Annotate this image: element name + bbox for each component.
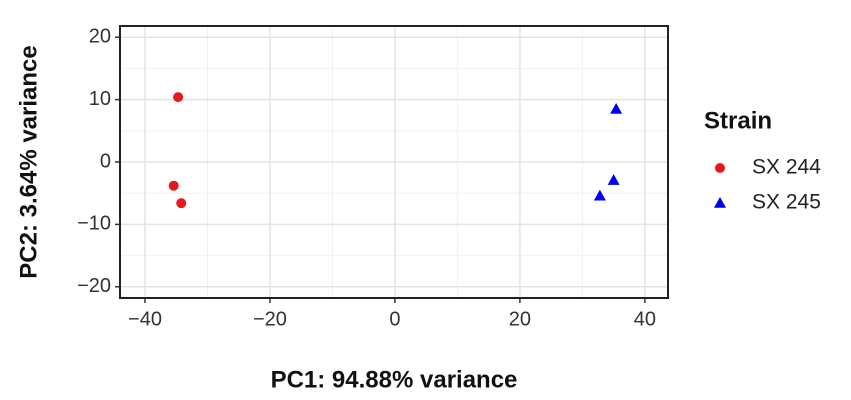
- y-tick-label: 0: [100, 150, 111, 172]
- x-tick-label: 0: [389, 308, 400, 330]
- y-tick-label: 20: [89, 26, 111, 48]
- y-tick-label: 10: [89, 88, 111, 110]
- x-axis-title: PC1: 94.88% variance: [271, 366, 518, 393]
- x-tick-label: 40: [634, 308, 656, 330]
- point: [173, 92, 184, 103]
- plot-border: [119, 25, 669, 299]
- x-tick-label: 20: [509, 308, 531, 330]
- x-tick-label: −20: [253, 308, 287, 330]
- legend-label: SX 245: [752, 191, 821, 214]
- y-tick-label: −10: [77, 213, 111, 235]
- legend-symbol: [714, 197, 726, 208]
- legend-symbol: [715, 163, 725, 173]
- point: [168, 180, 179, 191]
- legend-title: Strain: [704, 107, 772, 134]
- legend-label: SX 244: [752, 156, 821, 179]
- y-axis-title: PC2: 3.64% variance: [15, 45, 42, 278]
- x-tick-label: −40: [128, 308, 162, 330]
- y-tick-label: −20: [77, 275, 111, 297]
- point: [593, 189, 606, 201]
- point: [176, 198, 187, 209]
- point: [610, 102, 623, 114]
- point: [607, 174, 620, 185]
